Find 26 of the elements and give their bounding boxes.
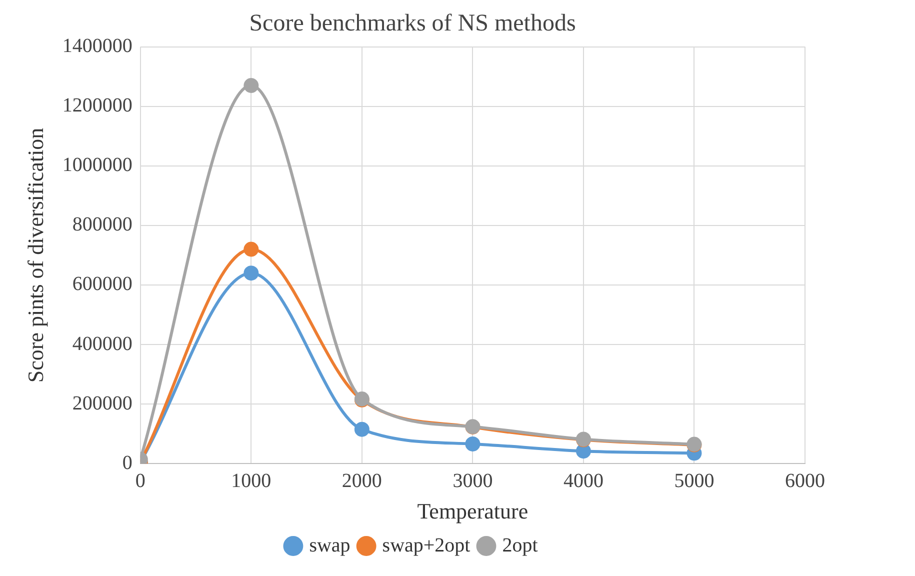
x-axis-title: Temperature xyxy=(417,498,528,524)
y-tick-label: 800000 xyxy=(72,214,132,236)
x-tick-label: 4000 xyxy=(563,470,604,492)
chart-title: Score benchmarks of NS methods xyxy=(249,10,576,37)
legend-label: 2opt xyxy=(502,534,538,556)
x-tick-label: 6000 xyxy=(785,470,825,492)
x-tick-label: 5000 xyxy=(674,470,714,492)
point xyxy=(465,436,480,452)
point xyxy=(576,444,591,459)
legend-label: swap+2opt xyxy=(382,534,471,556)
y-tick-label: 1000000 xyxy=(62,154,132,176)
x-tick-label: 2000 xyxy=(342,470,382,492)
point xyxy=(354,422,370,437)
y-tick-label: 1200000 xyxy=(62,94,132,117)
point xyxy=(244,242,259,257)
point xyxy=(244,266,259,281)
x-tick-label: 3000 xyxy=(452,470,493,492)
y-tick-label: 400000 xyxy=(72,332,132,355)
y-tick-label: 0 xyxy=(122,452,132,474)
y-tick-label: 600000 xyxy=(72,273,132,296)
y-axis-title: Score pints of diversification xyxy=(22,128,48,383)
point xyxy=(244,78,259,94)
x-tick-label: 1000 xyxy=(231,470,272,492)
legend-label: swap xyxy=(309,534,350,556)
y-tick-label: 200000 xyxy=(72,392,132,414)
y-tick-label: 1400000 xyxy=(62,35,132,58)
